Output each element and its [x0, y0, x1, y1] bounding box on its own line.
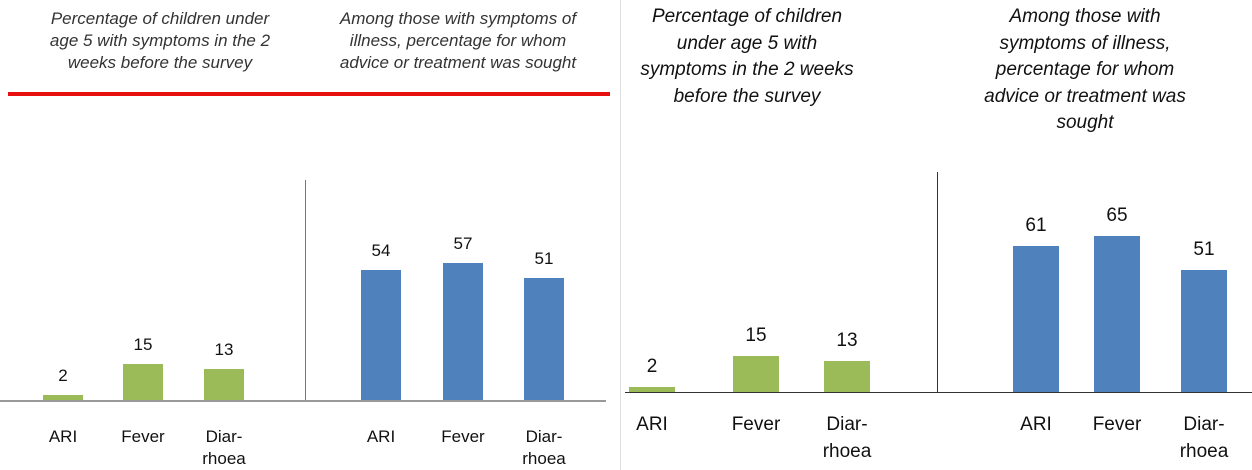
axis-line — [625, 392, 1252, 393]
x-tick-label: Diar- rhoea — [1179, 414, 1229, 462]
annotation-line — [8, 92, 610, 96]
value-label: 51 — [534, 248, 554, 268]
value-label: 2 — [646, 356, 658, 378]
x-tick-label: ARI — [636, 414, 668, 435]
axis-line — [0, 400, 606, 402]
bar — [443, 263, 483, 400]
bar — [1013, 245, 1059, 392]
chart-title: Among those with symptoms of illness, pe… — [984, 6, 1186, 133]
separator — [305, 180, 306, 400]
bar — [1094, 236, 1140, 392]
x-tick-label: ARI — [1020, 414, 1052, 435]
bar — [123, 364, 163, 400]
bar — [824, 360, 870, 392]
panel-divider — [620, 0, 621, 470]
chart-title: Percentage of children under age 5 with … — [49, 9, 271, 72]
bar — [629, 387, 675, 392]
value-label: 54 — [371, 241, 391, 261]
x-tick-label: Diar- rhoea — [822, 414, 872, 462]
value-label: 57 — [453, 234, 473, 254]
value-label: 51 — [1193, 238, 1215, 260]
x-tick-label: ARI — [366, 427, 396, 446]
separator — [937, 172, 938, 392]
value-label: 15 — [745, 325, 767, 346]
value-label: 13 — [214, 339, 234, 359]
x-tick-label: ARI — [48, 427, 78, 446]
bar — [733, 356, 779, 392]
x-tick-label: Fever — [1092, 414, 1142, 435]
bar — [1181, 269, 1227, 392]
value-label: 2 — [58, 366, 68, 386]
value-label: 13 — [836, 329, 858, 351]
value-label: 15 — [133, 335, 153, 354]
bar — [524, 277, 564, 400]
chart-title: Among those with symptoms of illness, pe… — [339, 9, 577, 72]
chart-title: Percentage of children under age 5 with … — [640, 6, 854, 107]
bar — [361, 270, 401, 400]
x-tick-label: Fever — [731, 414, 781, 435]
x-tick-label: Diar- rhoea — [522, 427, 566, 468]
value-label: 61 — [1025, 214, 1047, 236]
bar — [43, 395, 83, 400]
value-label: 65 — [1106, 205, 1128, 226]
x-tick-label: Diar- rhoea — [202, 427, 246, 468]
x-tick-label: Fever — [121, 427, 165, 446]
bar — [204, 368, 244, 400]
x-tick-label: Fever — [441, 427, 485, 446]
